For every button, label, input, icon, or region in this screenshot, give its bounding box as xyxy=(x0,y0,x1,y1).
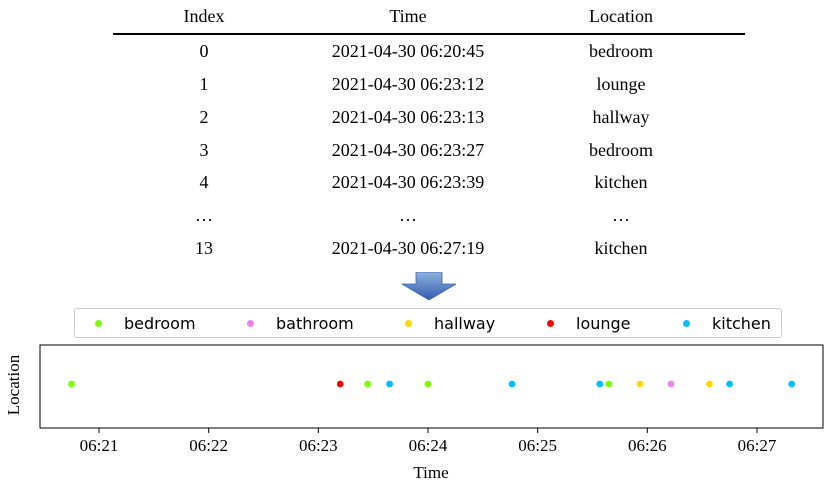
cell-index: … xyxy=(195,205,213,225)
cell-time: 2021-04-30 06:23:13 xyxy=(331,107,485,127)
timeline-plot: 06:21 06:22 06:23 06:24 06:25 06:26 06:27 Time xyxy=(39,344,824,482)
x-axis-label: Time xyxy=(413,463,448,482)
cell-time: 2021-04-30 06:23:12 xyxy=(331,74,485,94)
data-point-kitchen xyxy=(596,380,604,388)
table-row: 0 2021-04-30 06:20:45 bedroom xyxy=(113,35,745,67)
data-point-bedroom xyxy=(424,380,432,388)
legend-marker xyxy=(547,319,554,327)
cell-time: 2021-04-30 06:20:45 xyxy=(331,41,485,61)
data-point-kitchen xyxy=(788,380,796,388)
table-row: 3 2021-04-30 06:23:27 bedroom xyxy=(113,134,745,166)
table-header-row: Index Time Location xyxy=(113,0,745,32)
cell-location: kitchen xyxy=(594,238,648,258)
table-row-ellipsis: … … … xyxy=(113,199,745,231)
y-axis-label: Location xyxy=(4,354,23,416)
legend-label: hallway xyxy=(434,313,496,333)
cell-location: bedroom xyxy=(589,41,653,61)
legend-label: bedroom xyxy=(124,313,196,333)
data-point-hallway xyxy=(636,380,644,388)
cell-index: 13 xyxy=(195,238,213,258)
cell-time: … xyxy=(399,205,417,225)
cell-index: 3 xyxy=(199,140,209,160)
cell-location: lounge xyxy=(596,74,646,94)
cell-location: … xyxy=(612,205,630,225)
data-points xyxy=(68,380,796,388)
header-time: Time xyxy=(389,6,427,26)
legend-item-hallway: hallway xyxy=(405,309,495,337)
cell-time: 2021-04-30 06:23:27 xyxy=(331,140,485,160)
legend-item-lounge: lounge xyxy=(547,309,631,337)
x-tick-label: 06:22 xyxy=(189,436,228,455)
cell-index: 2 xyxy=(199,107,209,127)
cell-time: 2021-04-30 06:23:39 xyxy=(331,172,485,192)
data-point-kitchen xyxy=(508,380,516,388)
x-tick-label: 06:25 xyxy=(518,436,557,455)
legend-item-kitchen: kitchen xyxy=(683,309,771,337)
cell-time: 2021-04-30 06:27:19 xyxy=(331,238,485,258)
data-point-kitchen xyxy=(386,380,394,388)
table-row: 4 2021-04-30 06:23:39 kitchen xyxy=(113,166,745,198)
header-index: Index xyxy=(183,6,225,26)
cell-location: kitchen xyxy=(594,172,648,192)
legend-marker xyxy=(405,319,412,327)
cell-index: 4 xyxy=(199,172,209,192)
plot-frame xyxy=(39,344,824,429)
legend-item-bathroom: bathroom xyxy=(247,309,354,337)
legend-label: bathroom xyxy=(276,313,354,333)
down-arrow-icon xyxy=(402,272,456,300)
legend-label: lounge xyxy=(576,313,631,333)
cell-location: hallway xyxy=(592,107,650,127)
x-tick-label: 06:21 xyxy=(80,436,119,455)
chart-legend: bedroom bathroom hallway lounge kitchen xyxy=(74,308,782,338)
legend-marker xyxy=(683,319,690,327)
x-tick-label: 06:26 xyxy=(628,436,667,455)
data-point-bedroom xyxy=(68,380,75,388)
cell-index: 1 xyxy=(199,74,209,94)
data-point-hallway xyxy=(706,380,713,388)
table-header-rule xyxy=(113,33,745,35)
x-tick-label: 06:23 xyxy=(299,436,338,455)
cell-location: bedroom xyxy=(589,140,653,160)
x-axis-ticks: 06:21 06:22 06:23 06:24 06:25 06:26 06:27 xyxy=(80,428,777,455)
legend-label: kitchen xyxy=(712,313,771,333)
table-row: 1 2021-04-30 06:23:12 lounge xyxy=(113,68,745,100)
legend-marker xyxy=(95,319,102,327)
legend-item-bedroom: bedroom xyxy=(95,309,196,337)
table-row: 13 2021-04-30 06:27:19 kitchen xyxy=(113,232,745,264)
data-point-bedroom xyxy=(605,380,613,388)
header-location: Location xyxy=(589,6,653,26)
data-point-kitchen xyxy=(726,380,733,388)
data-point-bedroom xyxy=(364,380,372,388)
cell-index: 0 xyxy=(199,41,209,61)
data-point-bathroom xyxy=(667,380,675,388)
x-tick-label: 06:24 xyxy=(409,436,448,455)
legend-marker xyxy=(247,319,254,327)
table-row: 2 2021-04-30 06:23:13 hallway xyxy=(113,101,745,133)
x-tick-label: 06:27 xyxy=(738,436,777,455)
data-point-lounge xyxy=(336,380,344,388)
